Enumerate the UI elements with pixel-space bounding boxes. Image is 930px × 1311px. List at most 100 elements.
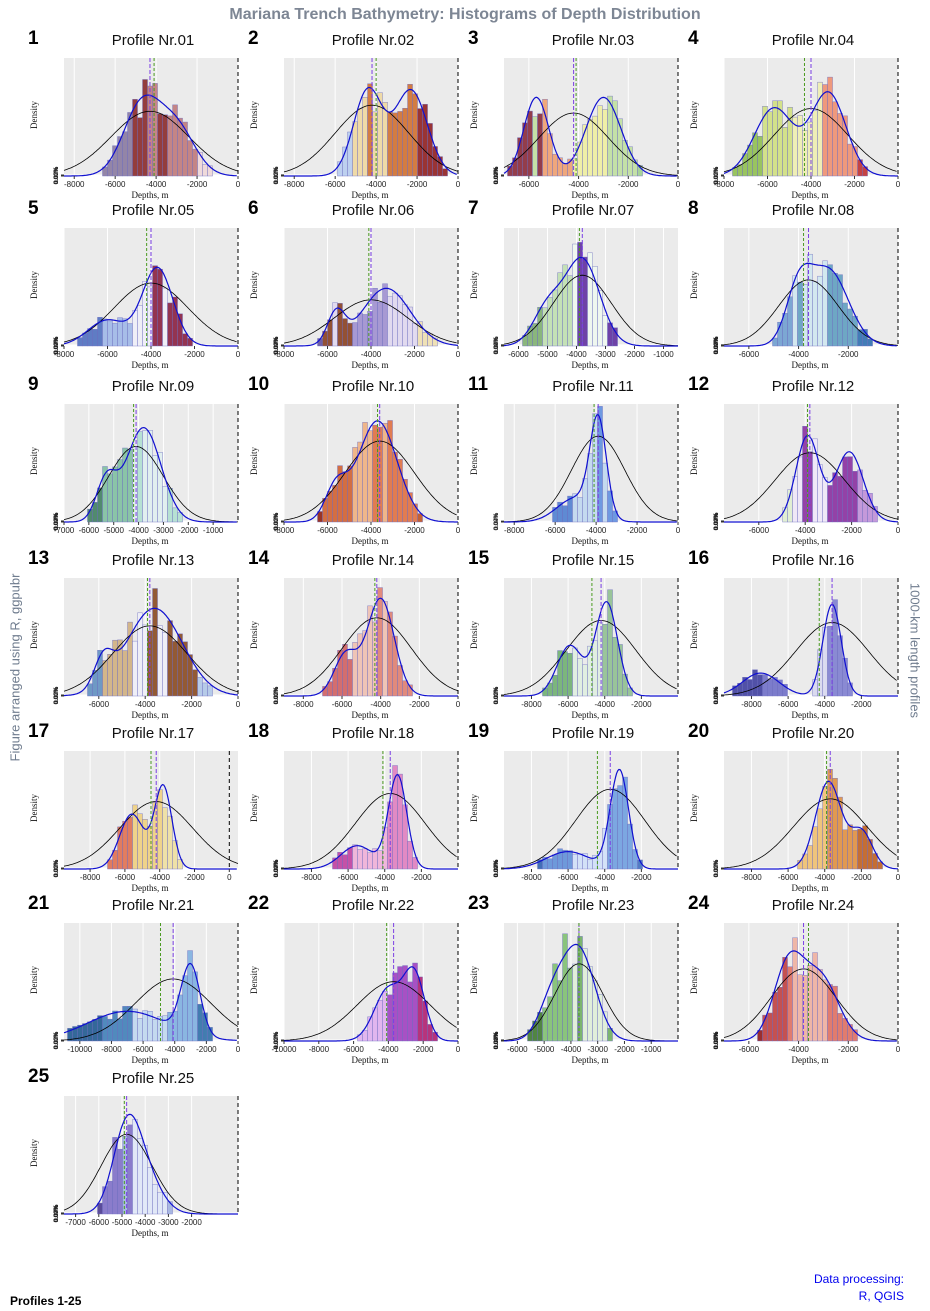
y-tick-label: 0.02% <box>494 859 500 877</box>
histogram-bar <box>112 1010 118 1042</box>
normal-curve <box>503 620 677 695</box>
histogram-bar <box>812 438 818 523</box>
y-tick-label: 0.01% <box>54 859 60 877</box>
x-tick-label: -2000 <box>181 1218 202 1227</box>
histogram-bar <box>552 854 558 870</box>
x-tick-label: -6000 <box>739 350 760 359</box>
chart-panel: 13 Profile Nr.13 Density Depths, m -6000 -400… <box>20 548 246 724</box>
histogram-bar <box>97 1202 103 1215</box>
histogram-bar <box>137 305 143 347</box>
x-tick-label: 0 <box>236 350 241 359</box>
histogram-bar <box>557 272 563 347</box>
y-tick-label: 0.04% <box>714 512 720 530</box>
histogram-bar <box>152 588 158 697</box>
histogram-bar <box>142 79 148 177</box>
histogram-bar <box>342 471 348 523</box>
density-curve <box>503 256 678 347</box>
chart-panel: 25 Profile Nr.25 Density Depths, m -7000 -600… <box>20 1066 246 1242</box>
histogram-bar <box>772 992 778 1042</box>
chart-panel: 24 Profile Nr.24 Density Depths, m -6000 -400… <box>680 893 906 1069</box>
chart-svg: -10000 -8000 -6000 -4000 -2000 0 0.00%0.01%0.0… <box>54 923 241 1054</box>
histogram-bar <box>152 1019 158 1042</box>
histogram-bar <box>617 785 623 870</box>
x-tick-label: -10000 <box>272 1045 297 1054</box>
y-tick-label: 0.01% <box>714 166 720 184</box>
histogram-bar <box>382 283 388 347</box>
histogram-bar <box>577 853 583 870</box>
chart-svg: -8000 -6000 -4000 -2000 0 0.00%0.01%0.02%0.03… <box>54 58 241 189</box>
histogram-bar <box>397 295 403 347</box>
histogram-bar <box>387 994 393 1042</box>
y-tick-label: 0.01% <box>714 1032 720 1050</box>
chart-panel: 21 Profile Nr.21 Density Depths, m -10000 -80… <box>20 893 246 1069</box>
normal-curve <box>63 978 239 1041</box>
histogram-bar <box>107 1180 113 1215</box>
y-tick-label: 0.01% <box>714 859 720 877</box>
x-tick-label: -4000 <box>788 350 809 359</box>
x-axis-label: Depths, m <box>131 1228 169 1238</box>
x-tick-label: 0 <box>676 180 681 189</box>
x-tick-label: -8000 <box>80 873 101 882</box>
histogram-bar <box>602 624 608 697</box>
histogram-bar <box>787 966 793 1042</box>
histogram-bar <box>572 647 578 697</box>
x-axis-label: Depths, m <box>131 883 169 893</box>
histogram-bar <box>772 100 778 177</box>
histogram-bar <box>837 476 843 523</box>
histogram-bar <box>542 98 548 177</box>
histogram-bar <box>847 1024 853 1042</box>
x-tick-label: -6000 <box>338 873 359 882</box>
chart-svg: -8000 -6000 -4000 -2000 0.00%0.01%0.02%0.03% <box>494 578 679 709</box>
y-tick-label: 0.04% <box>274 859 280 877</box>
histogram-bar <box>787 296 793 347</box>
histogram-bar <box>817 808 823 870</box>
x-tick-label: -4000 <box>561 1045 582 1054</box>
y-tick-label: 0.03% <box>494 859 500 877</box>
histogram-bar <box>177 994 183 1042</box>
panel-title: Profile Nr.23 <box>551 897 635 914</box>
y-tick-label: 0.00% <box>494 687 500 705</box>
y-tick-label: 0.00% <box>714 1032 720 1050</box>
histogram-bar <box>767 111 773 177</box>
y-tick-label: 0.00% <box>494 860 500 878</box>
panel-title: Profile Nr.12 <box>771 378 855 395</box>
histogram-bar <box>92 329 98 347</box>
histogram-bar <box>162 287 168 347</box>
histogram-bar <box>837 796 843 870</box>
y-tick-label: 0.03% <box>274 512 280 530</box>
normal-curve <box>283 104 459 173</box>
x-tick-label: -4000 <box>366 180 387 189</box>
x-tick-label: -7000 <box>54 526 75 535</box>
x-tick-label: -6000 <box>778 700 799 709</box>
histogram-bar <box>172 507 178 523</box>
histogram-bar <box>342 854 348 870</box>
x-tick-label: -2000 <box>411 873 432 882</box>
x-tick-label: -8000 <box>309 1045 330 1054</box>
y-tick-label: 0.02% <box>274 166 280 184</box>
chart-svg: -8000 -6000 -4000 -2000 0 0.00%0.01%0.02%0.03… <box>274 58 461 189</box>
histogram-bar <box>582 664 588 697</box>
histogram-bar <box>132 1119 138 1215</box>
histogram-bar <box>842 456 848 523</box>
histogram-bar <box>762 674 768 697</box>
histogram-bar <box>152 1184 158 1215</box>
histogram-bar <box>562 505 568 523</box>
x-tick-label: -7000 <box>65 1218 86 1227</box>
histogram-bar <box>847 456 853 523</box>
x-tick-label: -2000 <box>844 180 865 189</box>
histogram-bar <box>142 430 148 523</box>
histogram-bar <box>392 112 398 177</box>
histogram-bar <box>872 853 878 870</box>
panel-title: Profile Nr.01 <box>111 32 195 49</box>
x-tick-label: -10000 <box>67 1045 92 1054</box>
histogram-bar <box>827 625 833 697</box>
x-axis-label: Depths, m <box>571 710 609 720</box>
y-tick-label: 0.00% <box>54 167 60 185</box>
panel-title: Profile Nr.10 <box>331 378 415 395</box>
x-tick-label: -8000 <box>64 180 85 189</box>
y-tick-label: 0.02% <box>714 859 720 877</box>
histogram-bar <box>202 682 208 697</box>
chart-panel: 16 Profile Nr.16 Density Depths, m -8000 -600… <box>680 548 906 724</box>
histogram-bar <box>807 845 813 870</box>
x-tick-label: -8000 <box>274 526 295 535</box>
